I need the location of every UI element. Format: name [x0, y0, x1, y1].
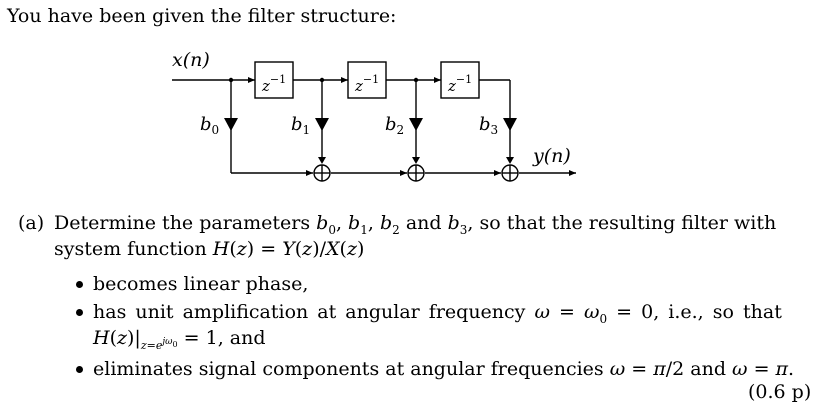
coef-label-b2: b2	[385, 114, 404, 137]
gain-triangle-b2	[409, 118, 423, 131]
delay-label-1: z−1	[261, 73, 286, 95]
input-label: x(n)	[172, 49, 210, 71]
filter-structure-diagram: z−1 z−1 z−1 b0 b1 b2 b3 x(n) y(n)	[172, 49, 576, 182]
delay-block-3	[440, 61, 480, 99]
delay-block-1	[254, 61, 294, 99]
adder-1	[313, 164, 331, 182]
bullet-dot	[76, 281, 83, 288]
gain-triangle-b0	[224, 118, 238, 131]
question-line-1: Determine the parameters b0, b1, b2 and …	[54, 212, 777, 237]
delay-block-2	[347, 61, 387, 99]
coef-label-b3: b3	[479, 114, 498, 137]
intro-text: You have been given the filter structure…	[7, 5, 397, 27]
output-label: y(n)	[532, 145, 571, 167]
bullet-dot	[76, 309, 83, 316]
coef-label-b1: b1	[291, 114, 310, 137]
branch-dot	[319, 77, 325, 83]
gain-triangle-b3	[503, 118, 517, 131]
branch-dot	[228, 77, 234, 83]
question-line-2: system function H(z) = Y(z)/X(z)	[54, 238, 365, 260]
branch-dot	[413, 77, 419, 83]
question-label: (a)	[18, 212, 45, 234]
bullet-linear-phase: becomes linear phase,	[93, 273, 309, 295]
bullet-unit-amplification-cont: H(z)|z=ejω0 = 1, and	[93, 327, 266, 352]
bullet-unit-amplification: has unit amplification at angular freque…	[93, 301, 782, 326]
bullet-dot	[76, 366, 83, 373]
delay-label-3: z−1	[447, 73, 472, 95]
bullet-eliminate: eliminates signal components at angular …	[93, 358, 795, 380]
adder-2	[407, 164, 425, 182]
gain-triangle-b1	[315, 118, 329, 131]
adder-3	[501, 164, 519, 182]
delay-label-2: z−1	[354, 73, 379, 95]
coef-label-b0: b0	[200, 114, 219, 137]
points-label: (0.6 p)	[748, 381, 812, 403]
